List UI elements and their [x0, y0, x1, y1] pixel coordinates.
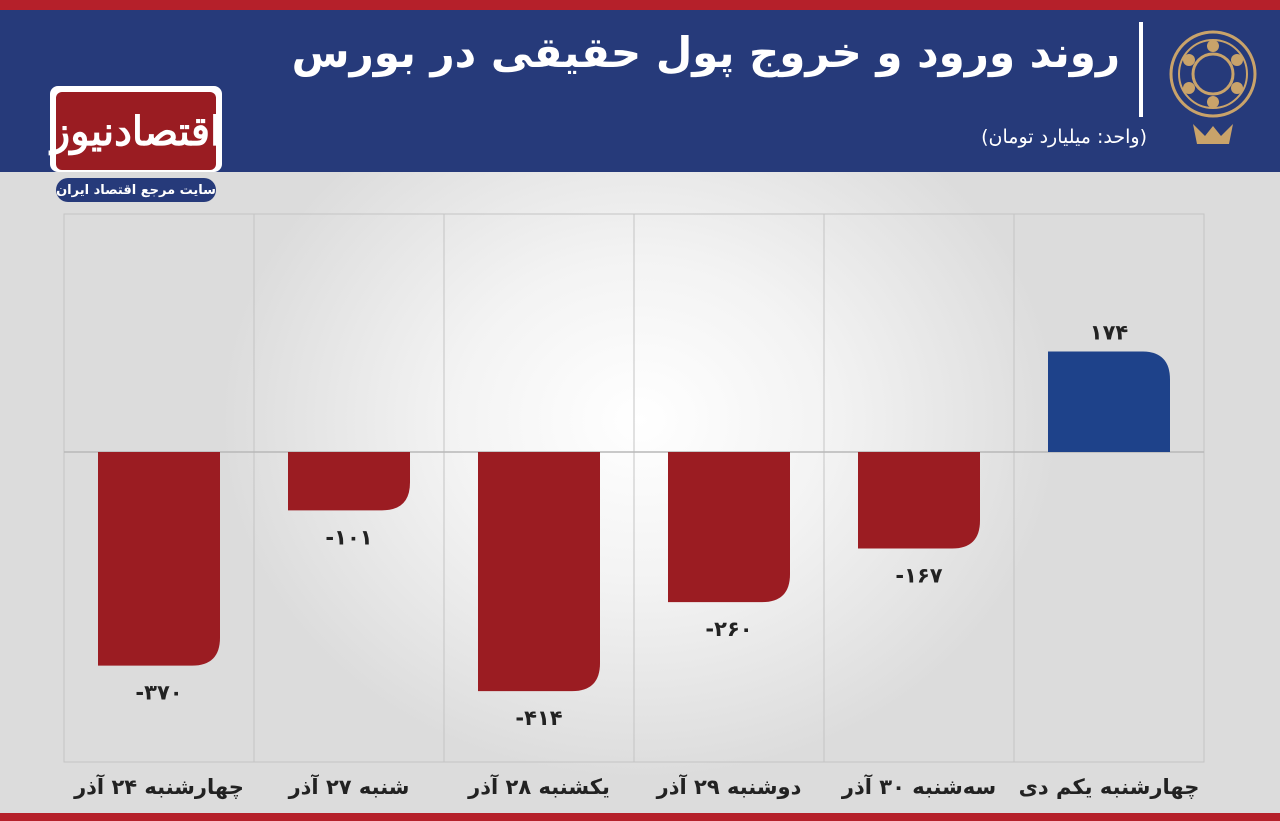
- bottom-accent-stripe: [0, 813, 1280, 821]
- logo-tagline: سایت مرجع اقتصاد ایران: [56, 178, 216, 202]
- bar: [668, 452, 790, 603]
- chart-title: روند ورود و خروج پول حقیقی در بورس: [291, 28, 1120, 77]
- category-label: دوشنبه ۲۹ آذر: [656, 774, 802, 799]
- category-label: یکشنبه ۲۸ آذر: [467, 774, 610, 799]
- category-label: شنبه ۲۷ آذر: [288, 774, 410, 799]
- title-divider: [1139, 22, 1143, 117]
- site-logo: اقتصادنیوز: [51, 92, 221, 170]
- bar-value-label: -۳۷۰: [135, 681, 182, 705]
- bar-chart: -۳۷۰ چهارشنبه ۲۴ آذر -۱۰۱ شنبه ۲۷ آذر -۴۱۴ یک…: [63, 213, 1205, 799]
- bar-value-label: ۱۷۴: [1090, 321, 1129, 345]
- bar: [1048, 351, 1170, 452]
- bar: [478, 452, 600, 692]
- bar-value-label: -۱۰۱: [325, 525, 372, 549]
- stock-exchange-emblem-icon: [1169, 30, 1257, 144]
- logo-wordmark: اقتصادنیوز: [50, 107, 222, 155]
- category-label: چهارشنبه ۲۴ آذر: [73, 774, 244, 799]
- category-label: چهارشنبه یکم دی: [1019, 775, 1200, 799]
- unit-label: (واحد: میلیارد تومان): [981, 126, 1147, 148]
- bar-value-label: -۴۱۴: [515, 706, 562, 730]
- bar: [858, 452, 980, 549]
- bar: [98, 452, 220, 666]
- top-accent-stripe: [0, 0, 1280, 10]
- bar: [288, 452, 410, 511]
- bar-value-label: -۱۶۷: [895, 563, 942, 587]
- bar-value-label: -۲۶۰: [705, 617, 752, 641]
- category-label: سه‌شنبه ۳۰ آذر: [841, 774, 996, 799]
